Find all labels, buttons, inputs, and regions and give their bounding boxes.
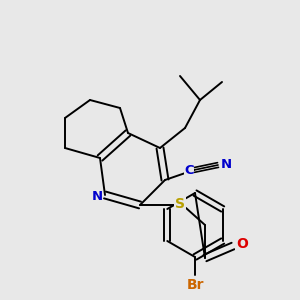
Text: O: O	[236, 237, 248, 251]
Text: N: N	[220, 158, 232, 172]
Text: Br: Br	[186, 278, 204, 292]
Text: C: C	[184, 164, 194, 178]
Text: S: S	[175, 197, 185, 211]
Text: N: N	[92, 190, 103, 203]
